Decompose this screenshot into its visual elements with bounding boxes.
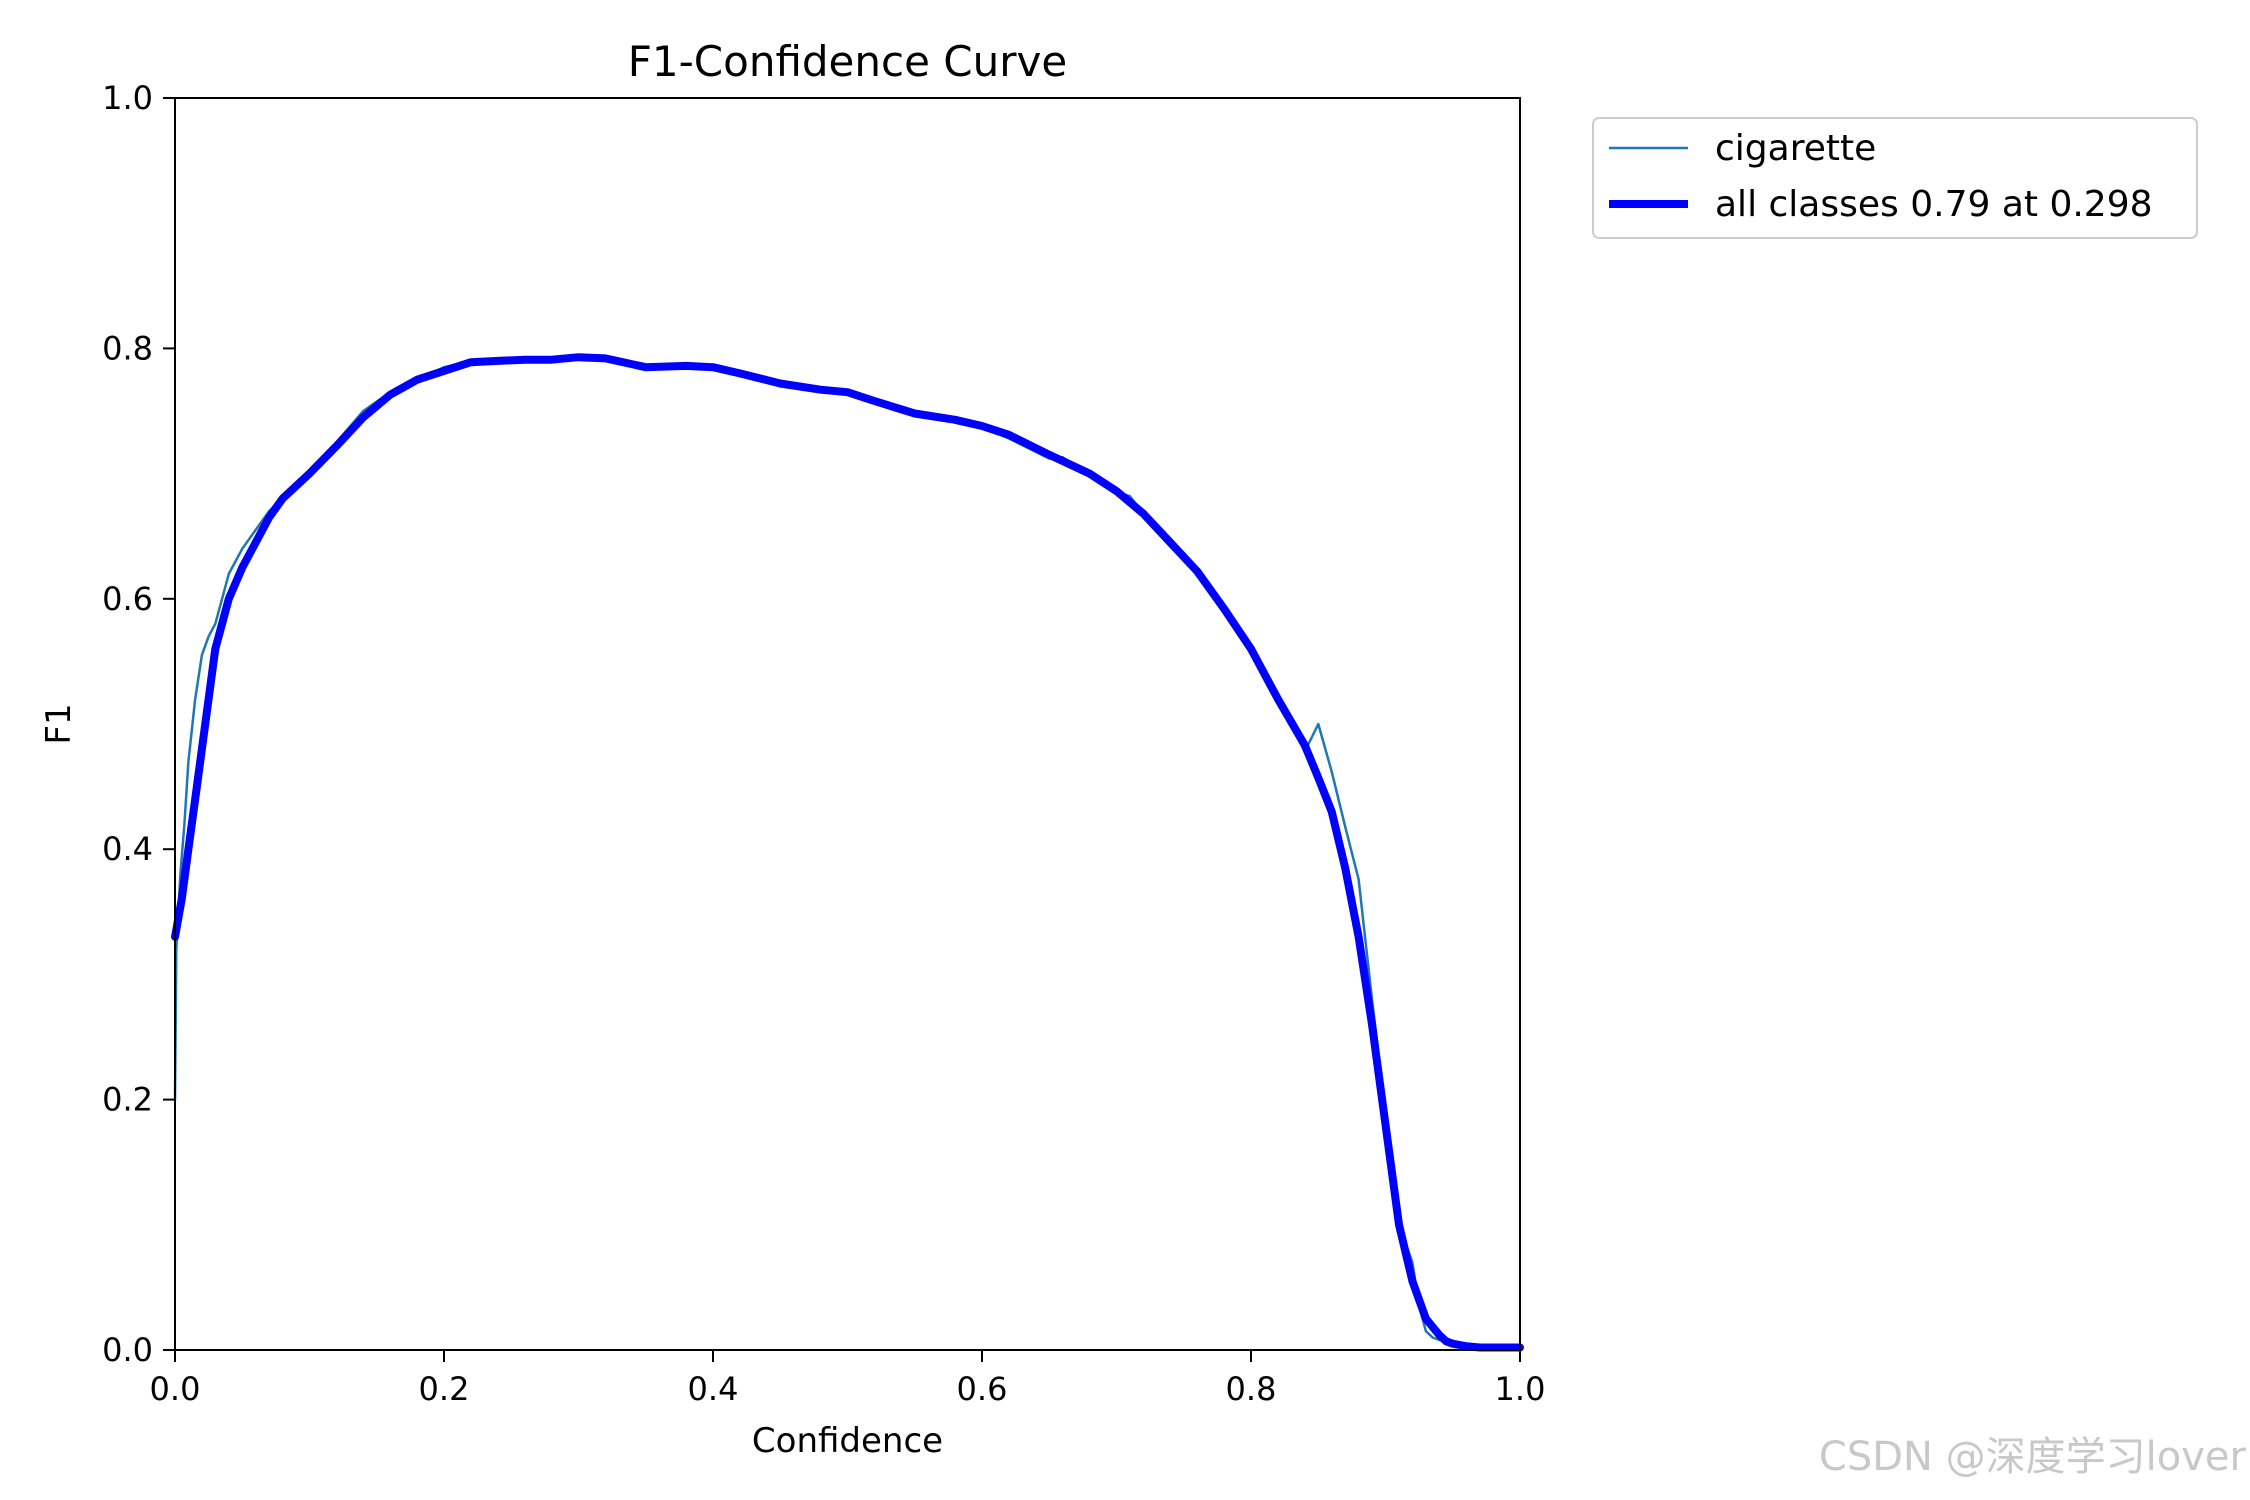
legend: cigarette all classes 0.79 at 0.298 — [1592, 117, 2198, 239]
x-tick-label: 1.0 — [1495, 1370, 1546, 1408]
x-tick-label: 0.6 — [957, 1370, 1008, 1408]
chart-title: F1-Confidence Curve — [628, 37, 1067, 86]
y-tick-label: 1.0 — [102, 79, 153, 117]
series-line-all-classes — [171, 353, 1524, 1352]
legend-label: cigarette — [1715, 128, 1876, 169]
y-tick-label: 0.0 — [102, 1331, 153, 1369]
x-axis-ticks: 0.0 0.2 0.4 0.6 0.8 1.0 — [150, 1350, 1546, 1408]
x-tick-label: 0.4 — [688, 1370, 739, 1408]
plot-series — [171, 353, 1524, 1352]
x-tick-label: 0.8 — [1226, 1370, 1277, 1408]
x-axis-label: Confidence — [752, 1421, 943, 1461]
legend-label: all classes 0.79 at 0.298 — [1715, 184, 2153, 225]
y-tick-label: 0.4 — [102, 830, 153, 868]
y-tick-label: 0.2 — [102, 1081, 153, 1119]
plot-frame — [174, 97, 1521, 1351]
x-tick-label: 0.0 — [150, 1370, 201, 1408]
x-tick-label: 0.2 — [419, 1370, 470, 1408]
y-tick-label: 0.6 — [102, 580, 153, 618]
y-axis-label: F1 — [39, 703, 79, 744]
y-axis-ticks: 0.0 0.2 0.4 0.6 0.8 1.0 — [102, 79, 175, 1369]
legend-box — [1592, 117, 2198, 239]
y-tick-label: 0.8 — [102, 329, 153, 367]
watermark: CSDN @深度学习lover — [1818, 1434, 2246, 1480]
